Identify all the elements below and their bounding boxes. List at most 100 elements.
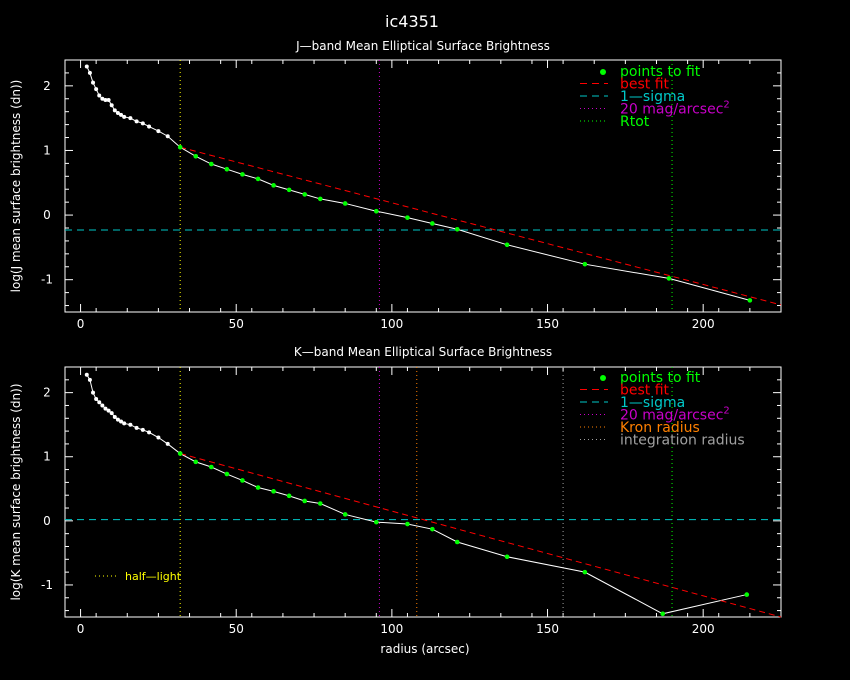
k-x-tick-label: 100 [380, 622, 403, 636]
k-profile-point [156, 435, 161, 440]
k-fit-point [342, 512, 348, 517]
j-profile-point [97, 93, 102, 98]
k-legend-superscript: 2 [723, 406, 729, 417]
k-fit-point [504, 554, 510, 560]
j-profile-point [91, 80, 96, 85]
k-profile-point [112, 415, 117, 419]
j-fit-point [342, 201, 348, 206]
k-profile-point [134, 425, 139, 430]
j-x-tick-label: 50 [229, 317, 244, 331]
k-fit-point [430, 526, 435, 532]
k-fit-point [271, 489, 276, 494]
k-x-tick-label: 0 [77, 622, 85, 636]
k-fit-point [177, 451, 183, 456]
k-profile-point [115, 417, 120, 422]
j-profile-point [156, 129, 161, 134]
j-profile-point [106, 98, 111, 103]
k-profile-point [91, 390, 96, 395]
j-fit-point [666, 276, 672, 281]
k-fit-point [660, 611, 666, 617]
j-fit-point [209, 161, 214, 167]
j-profile-point [103, 98, 108, 103]
j-y-tick-label: 2 [43, 79, 51, 93]
k-profile-point [84, 372, 89, 377]
j-profile-point [140, 121, 145, 126]
k-x-tick-label: 50 [229, 622, 244, 636]
j-legend-superscript: 2 [723, 100, 729, 111]
j-fit-point [317, 196, 323, 202]
k-band-panel: K—band Mean Elliptical Surface Brightnes… [9, 345, 782, 636]
k-legend-marker-points-to-fit [600, 375, 606, 381]
k-profile-point [147, 430, 152, 435]
k-legend-label-best-fit: best fit [620, 383, 670, 399]
x-axis-label: radius (arcsec) [380, 642, 469, 656]
k-x-tick-label: 200 [692, 622, 715, 636]
j-profile-point [87, 70, 92, 75]
k-legend-label-20-mag-arcsec: 20 mag/arcsec2 [620, 406, 730, 424]
k-y-tick-label: 1 [43, 450, 51, 464]
k-profile-point [103, 406, 108, 411]
j-fit-point [255, 176, 261, 182]
j-fit-point [193, 153, 199, 159]
k-plot-frame [64, 366, 782, 618]
j-x-tick-label: 100 [380, 317, 403, 331]
k-fit-point [209, 464, 214, 470]
j-fit-point [747, 298, 753, 303]
j-profile-point [94, 87, 99, 92]
k-fit-point [374, 519, 379, 525]
k-legend-label-integration-radius: integration radius [620, 433, 745, 449]
k-y-tick-label: -1 [41, 578, 53, 592]
k-y-axis-label: log(K mean surface brightness (dn)) [9, 383, 23, 600]
k-profile-point [97, 400, 102, 405]
k-profile-point [109, 411, 114, 416]
k-fit-point [286, 493, 292, 499]
k-profile-point [122, 421, 127, 426]
j-profile-point [147, 124, 152, 129]
j-profile-point [109, 103, 114, 108]
j-band-panel: J—band Mean Elliptical Surface Brightnes… [9, 39, 782, 331]
j-panel-title: J—band Mean Elliptical Surface Brightnes… [295, 39, 550, 53]
j-legend-marker-points-to-fit [600, 69, 606, 75]
k-fit-point [240, 478, 245, 483]
k-best-fit-line [180, 453, 782, 618]
j-y-tick-label: 0 [43, 208, 51, 222]
k-fit-point [582, 569, 588, 575]
j-fit-point [224, 166, 230, 172]
j-profile-point [134, 119, 139, 124]
j-fit-point [405, 215, 410, 220]
k-fit-point [302, 498, 308, 504]
k-legend-label-points-to-fit: points to fit [620, 370, 701, 386]
j-y-axis-label: log(J mean surface brightness (dn)) [9, 80, 23, 293]
j-fit-point [430, 221, 435, 226]
k-profile-point [165, 441, 170, 446]
j-legend-label-rtot: Rtot [620, 114, 650, 130]
j-fit-point [374, 208, 379, 214]
j-y-tick-label: 1 [43, 143, 51, 157]
j-profile-point [128, 116, 133, 121]
j-y-tick-label: -1 [41, 273, 53, 287]
j-profile-point [122, 114, 127, 119]
j-x-tick-label: 150 [536, 317, 559, 331]
j-x-tick-label: 0 [77, 317, 85, 331]
j-profile-point [112, 108, 117, 113]
k-profile-point [94, 397, 99, 402]
k-profile-point [140, 427, 145, 432]
j-legend-label-1-sigma: 1—sigma [620, 89, 685, 105]
figure-title: ic4351 [385, 12, 439, 31]
j-profile-point [119, 112, 124, 117]
j-profile-point [165, 134, 170, 139]
k-fit-point [317, 501, 323, 506]
k-fit-point [224, 471, 230, 477]
j-profile-point [100, 96, 105, 101]
j-fit-point [240, 172, 245, 177]
j-legend-label-20-mag-arcsec: 20 mag/arcsec2 [620, 100, 730, 118]
j-fit-point [302, 192, 308, 197]
k-y-tick-label: 0 [43, 514, 51, 528]
k-panel-title: K—band Mean Elliptical Surface Brightnes… [294, 345, 552, 359]
j-plot-frame [64, 59, 782, 313]
k-profile-point [87, 377, 92, 382]
j-fit-point [177, 144, 183, 150]
k-profile-point [100, 403, 105, 408]
k-profile-point [106, 408, 111, 413]
